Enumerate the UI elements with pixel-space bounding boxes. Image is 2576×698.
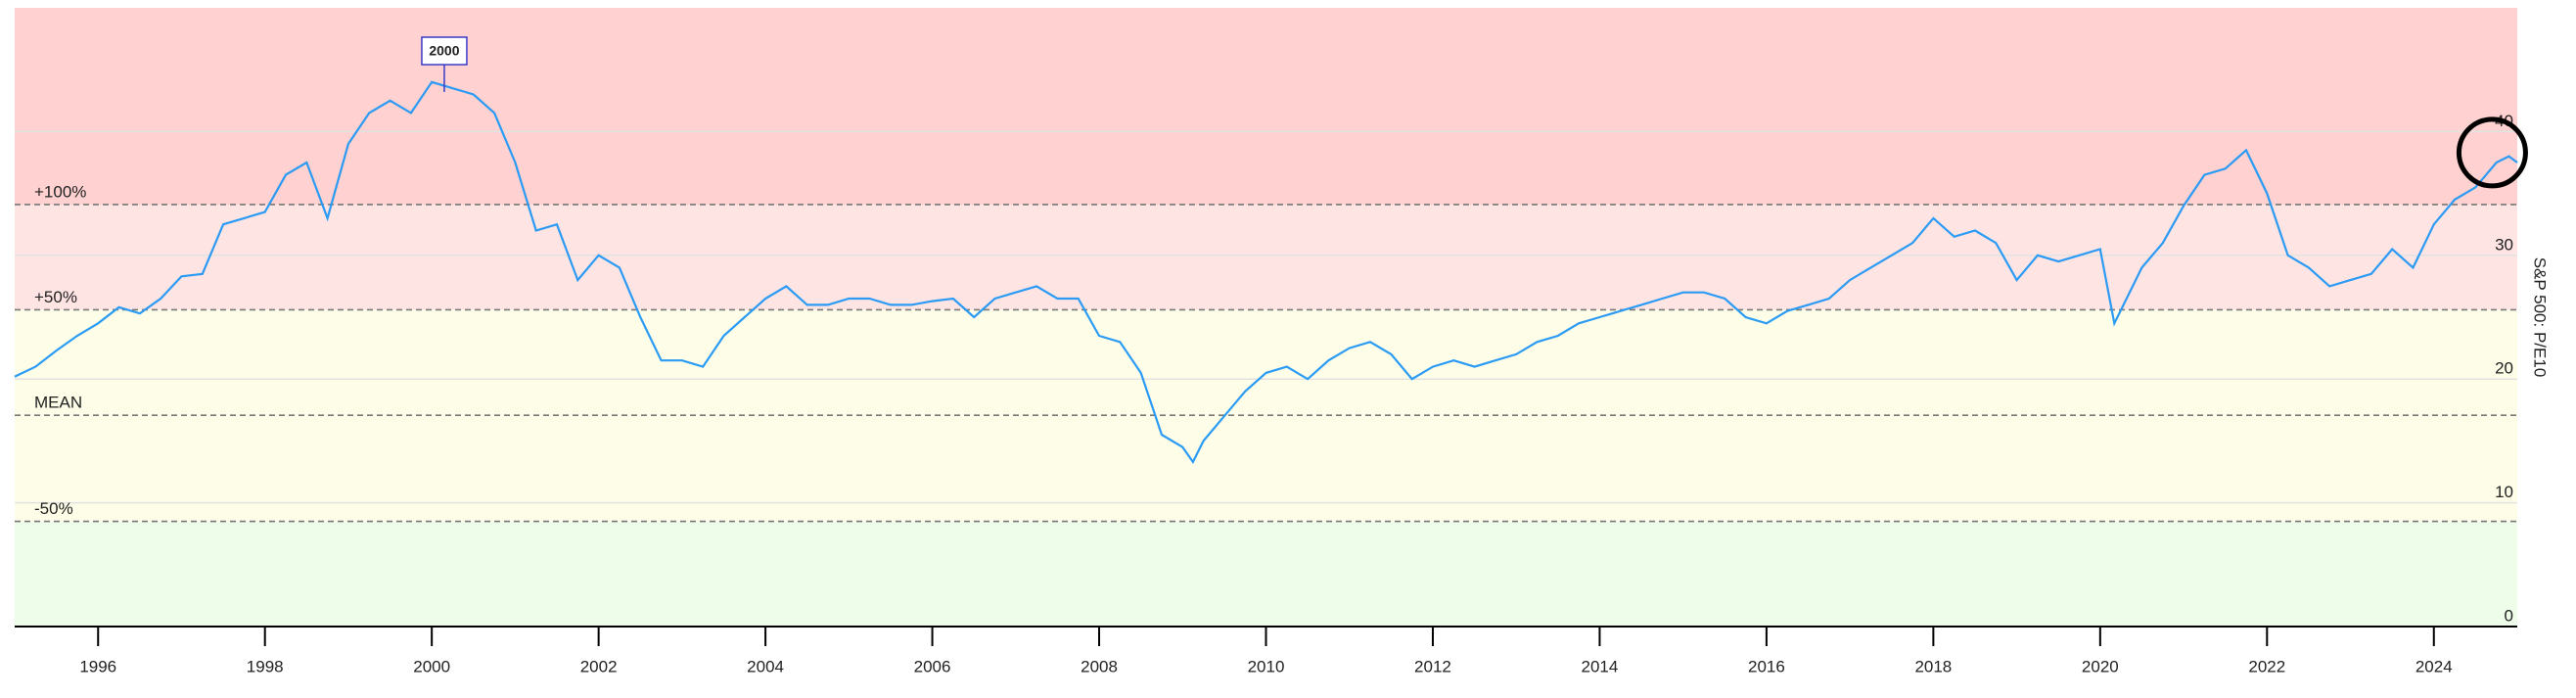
- x-tick-label: 2004: [747, 657, 784, 675]
- band: [15, 415, 2517, 522]
- reference-label: +50%: [34, 288, 77, 306]
- band: [15, 8, 2517, 205]
- x-tick-label: 2012: [1414, 657, 1451, 675]
- x-tick-label: 2008: [1081, 657, 1118, 675]
- annotation-label: 2000: [429, 43, 459, 59]
- data-line: [14, 80, 2518, 465]
- x-tick-label: 1998: [247, 657, 284, 675]
- x-tick-label: 2024: [2415, 657, 2453, 675]
- reference-label: -50%: [34, 499, 73, 518]
- x-tick-label: 2020: [2082, 657, 2119, 675]
- y-tick-label: 0: [2505, 606, 2513, 625]
- annotation-box: [421, 36, 468, 66]
- x-tick-label: 1996: [79, 657, 116, 675]
- x-tick-label: 2022: [2248, 657, 2285, 675]
- x-tick-label: 2016: [1748, 657, 1785, 675]
- x-tick-label: 2002: [580, 657, 618, 675]
- y-tick-label: 10: [2495, 483, 2513, 501]
- x-tick-label: 2006: [914, 657, 951, 675]
- band: [15, 309, 2517, 416]
- reference-label: +100%: [34, 182, 86, 201]
- band: [15, 204, 2517, 310]
- x-tick-label: 2018: [1914, 657, 1952, 675]
- x-tick-label: 2010: [1248, 657, 1285, 675]
- y-tick-label: 30: [2495, 235, 2513, 254]
- reference-label: MEAN: [34, 394, 82, 412]
- highlight-circle: [2456, 116, 2528, 189]
- band: [15, 521, 2517, 627]
- y-tick-label: 20: [2495, 359, 2513, 378]
- x-tick-label: 2000: [413, 657, 450, 675]
- x-tick-label: 2014: [1582, 657, 1619, 675]
- y-axis-label: S&P 500: P/E10: [2531, 257, 2550, 378]
